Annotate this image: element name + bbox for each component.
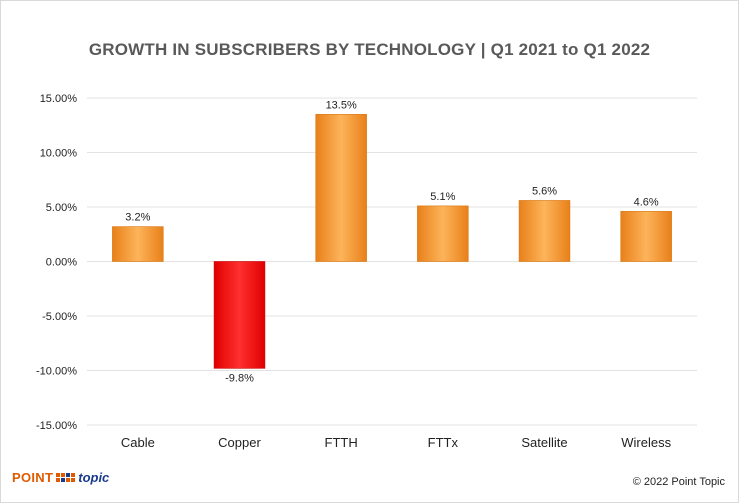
y-tick-label: 0.00% — [46, 257, 77, 269]
bar-wireless — [620, 211, 672, 262]
x-tick-label: Satellite — [521, 435, 567, 450]
bar-fttx — [417, 205, 469, 262]
x-tick-label: FTTx — [428, 435, 459, 450]
data-label: 13.5% — [326, 99, 357, 111]
x-tick-label: Wireless — [621, 435, 671, 450]
point-topic-logo: POINT topic — [12, 470, 109, 485]
bar-copper — [213, 261, 266, 369]
data-label: -9.8% — [225, 372, 254, 384]
y-tick-label: -15.00% — [36, 420, 77, 432]
logo-topic-text: topic — [78, 470, 110, 485]
y-tick-label: 10.00% — [40, 148, 78, 160]
data-label: 5.1% — [430, 191, 455, 203]
copyright-text: © 2022 Point Topic — [632, 476, 725, 488]
x-tick-label: FTTH — [325, 435, 358, 450]
x-tick-label: Cable — [121, 435, 155, 450]
data-label: 5.6% — [532, 185, 557, 197]
bar-cable — [112, 226, 164, 262]
data-label: 3.2% — [125, 212, 150, 224]
bar-ftth — [315, 114, 367, 262]
bar-satellite — [518, 200, 571, 262]
y-tick-label: 5.00% — [46, 202, 77, 214]
y-tick-label: -10.00% — [36, 366, 77, 378]
logo-point-text: POINT — [12, 470, 54, 485]
logo-grid-icon — [56, 473, 76, 482]
data-label: 4.6% — [634, 196, 659, 208]
x-tick-label: Copper — [218, 435, 261, 450]
chart-title: GROWTH IN SUBSCRIBERS BY TECHNOLOGY | Q1… — [88, 40, 651, 59]
y-tick-label: -5.00% — [42, 311, 77, 323]
y-tick-label: 15.00% — [40, 93, 78, 105]
